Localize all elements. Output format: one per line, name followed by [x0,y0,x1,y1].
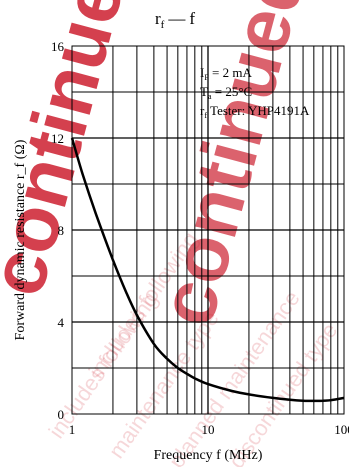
y-tick-label: 0 [58,407,65,422]
x-axis-label: Frequency f (MHz) [154,448,263,463]
condition-current: IF = 2 mA [200,65,252,82]
title-symbol: r [155,9,161,28]
conditions-legend: IF = 2 mA Ta = 25°C rf Tester: YHP4191A [200,65,310,120]
series-line [70,137,345,403]
grid [72,46,344,414]
x-tick-label: 10 [202,422,215,437]
plot-frame [71,45,345,415]
title-variable: f [189,9,195,28]
title-dash: — [167,9,186,28]
y-tick-label: 16 [51,39,65,54]
svg-text:rf—f: rf — f [155,9,195,31]
axis-ticks: 1 10 100 0 4 8 12 16 [51,39,349,437]
y-tick-label: 8 [58,223,65,238]
y-tick-label: 12 [51,131,64,146]
x-tick-label: 1 [69,422,76,437]
y-axis-label: Forward dynamic resistance r_f (Ω) [13,139,28,340]
condition-tester: rf Tester: YHP4191A [200,103,310,120]
condition-temperature: Ta = 25°C [200,84,252,101]
chart-title: rf — f [155,9,195,31]
title-symbol-subscript: f [161,19,165,31]
y-tick-label: 4 [58,315,65,330]
x-tick-label: 100 [334,422,349,437]
